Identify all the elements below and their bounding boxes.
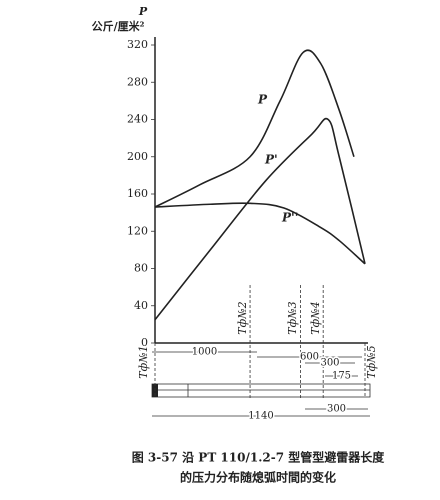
y-tick-label: 320	[127, 38, 148, 51]
dimension-label: 1140	[248, 411, 273, 422]
marker-label: Tф№1	[137, 345, 150, 378]
dimension-label: 300	[320, 358, 339, 369]
dimension-label: 175	[332, 371, 351, 382]
y-tick-label: 160	[127, 187, 148, 200]
marker-label: Tф№2	[236, 301, 249, 334]
y-axis-label: P	[138, 5, 148, 18]
y-tick-label: 200	[127, 150, 148, 163]
curve	[154, 202, 366, 265]
curve-label: P'	[264, 153, 278, 167]
caption: 图 3-57 沿 PT 110/1.2-7 型管型避雷器长度	[132, 450, 386, 465]
curve	[154, 117, 366, 321]
marker-label: Tф№3	[286, 301, 299, 334]
caption: 的压力分布随熄弧时間的变化	[180, 470, 336, 485]
dimension-label: 600	[300, 352, 319, 363]
y-tick-label: 120	[127, 224, 148, 237]
marker-label: Tф№5	[365, 345, 378, 378]
tube	[151, 383, 371, 398]
dimension-label: 300	[327, 404, 346, 415]
curve-label: P''	[281, 211, 298, 225]
y-tick-label: 0	[141, 336, 148, 349]
curve	[154, 49, 355, 208]
y-tick-label: 240	[127, 113, 148, 126]
marker-label: Tф№4	[309, 301, 322, 334]
curve-label: P	[257, 93, 268, 107]
y-tick-label: 280	[127, 75, 148, 88]
dimension-label: 1000	[192, 347, 217, 358]
y-tick-label: 40	[134, 299, 148, 312]
y-axis-unit: 公斤/厘米²	[92, 19, 145, 33]
y-tick-label: 80	[134, 262, 148, 275]
